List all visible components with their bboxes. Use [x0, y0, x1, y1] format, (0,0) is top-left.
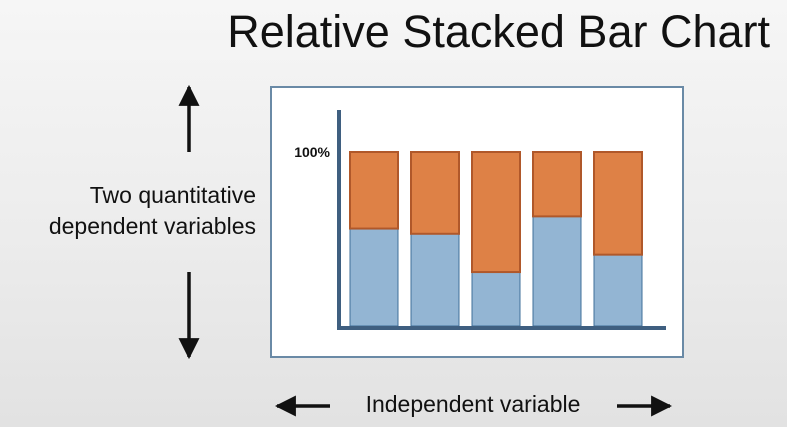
bar-5-top-segment: [593, 151, 643, 256]
bar-3-bottom-segment: [471, 271, 521, 327]
dependent-label-line2: dependent variables: [48, 213, 256, 239]
dependent-label-line1: Two quantitative: [89, 182, 256, 208]
bar-2-bottom-segment: [410, 233, 460, 327]
bar-3-top-segment: [471, 151, 521, 274]
slide-title: Relative Stacked Bar Chart: [227, 6, 770, 57]
bar-1-top-segment: [349, 151, 399, 230]
bar-5-bottom-segment: [593, 254, 643, 327]
bar-4-top-segment: [532, 151, 582, 218]
bar-4-bottom-segment: [532, 215, 582, 327]
dependent-variables-label: Two quantitative dependent variables: [0, 180, 256, 242]
bar-2-top-segment: [410, 151, 460, 235]
independent-variable-label: Independent variable: [365, 391, 581, 417]
y-tick-label-100: 100%: [294, 144, 330, 160]
bar-1-bottom-segment: [349, 228, 399, 327]
